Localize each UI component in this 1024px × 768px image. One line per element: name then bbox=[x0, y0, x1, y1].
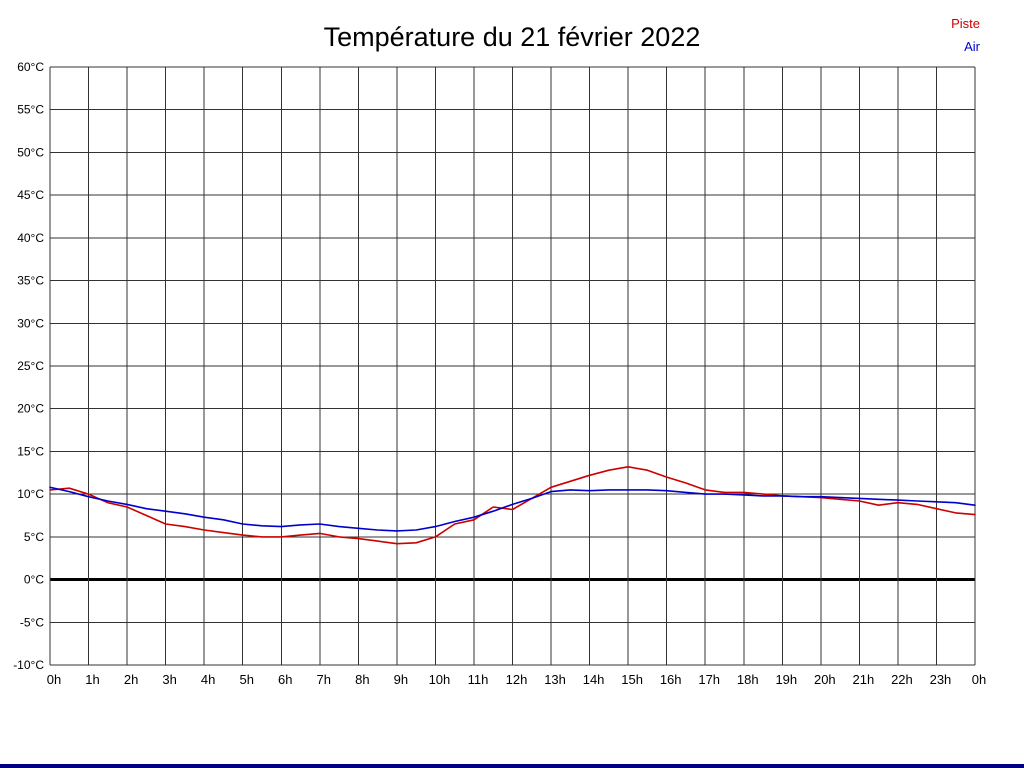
y-axis-tick-label: 40°C bbox=[17, 231, 44, 245]
y-axis-tick-label: 0°C bbox=[24, 573, 44, 587]
x-axis-tick-label: 2h bbox=[124, 672, 138, 687]
y-axis-tick-label: -10°C bbox=[13, 658, 44, 672]
x-axis-tick-label: 14h bbox=[583, 672, 605, 687]
x-axis-tick-label: 10h bbox=[429, 672, 451, 687]
x-axis-tick-label: 15h bbox=[621, 672, 643, 687]
x-axis-tick-label: 4h bbox=[201, 672, 215, 687]
x-axis-tick-label: 16h bbox=[660, 672, 682, 687]
y-axis-tick-label: 45°C bbox=[17, 188, 44, 202]
x-axis-tick-label: 9h bbox=[394, 672, 408, 687]
x-axis-tick-label: 20h bbox=[814, 672, 836, 687]
y-axis-tick-label: 50°C bbox=[17, 145, 44, 159]
y-axis-tick-label: 55°C bbox=[17, 103, 44, 117]
x-axis-tick-label: 23h bbox=[930, 672, 952, 687]
y-axis-tick-label: 5°C bbox=[24, 530, 44, 544]
bottom-border-bar bbox=[0, 764, 1024, 768]
x-axis-tick-label: 8h bbox=[355, 672, 369, 687]
series-line-air bbox=[49, 486, 976, 532]
y-axis-tick-label: 20°C bbox=[17, 402, 44, 416]
x-axis-tick-label: 13h bbox=[544, 672, 566, 687]
chart-title: Température du 21 février 2022 bbox=[323, 22, 701, 52]
x-axis-tick-label: 11h bbox=[468, 672, 489, 687]
x-axis-tick-label: 5h bbox=[239, 672, 253, 687]
y-axis-tick-label: 10°C bbox=[17, 487, 44, 501]
x-axis-tick-label: 22h bbox=[891, 672, 913, 687]
y-axis-tick-label: 30°C bbox=[17, 316, 44, 330]
legend-item-air: Air bbox=[964, 39, 980, 54]
y-axis-tick-label: 15°C bbox=[17, 444, 44, 458]
x-axis-tick-label: 3h bbox=[162, 672, 176, 687]
x-axis-tick-label: 6h bbox=[278, 672, 292, 687]
y-axis-tick-label: -5°C bbox=[20, 615, 44, 629]
y-axis-tick-label: 25°C bbox=[17, 359, 44, 373]
y-axis-tick-label: 35°C bbox=[17, 274, 44, 288]
x-axis-tick-label: 17h bbox=[698, 672, 720, 687]
x-axis-tick-label: 7h bbox=[317, 672, 331, 687]
series-line-piste bbox=[49, 466, 976, 545]
x-axis-tick-label: 1h bbox=[85, 672, 99, 687]
x-axis-tick-label: 0h bbox=[47, 672, 61, 687]
x-axis-tick-label: 12h bbox=[506, 672, 528, 687]
x-axis-tick-label: 19h bbox=[775, 672, 797, 687]
y-axis-tick-label: 60°C bbox=[17, 60, 44, 74]
chart-legend: Piste Air bbox=[951, 12, 980, 58]
x-axis-tick-label: 18h bbox=[737, 672, 759, 687]
x-axis-tick-label: 0h bbox=[972, 672, 986, 687]
x-axis-tick-label: 21h bbox=[853, 672, 875, 687]
legend-item-piste: Piste bbox=[951, 16, 980, 31]
